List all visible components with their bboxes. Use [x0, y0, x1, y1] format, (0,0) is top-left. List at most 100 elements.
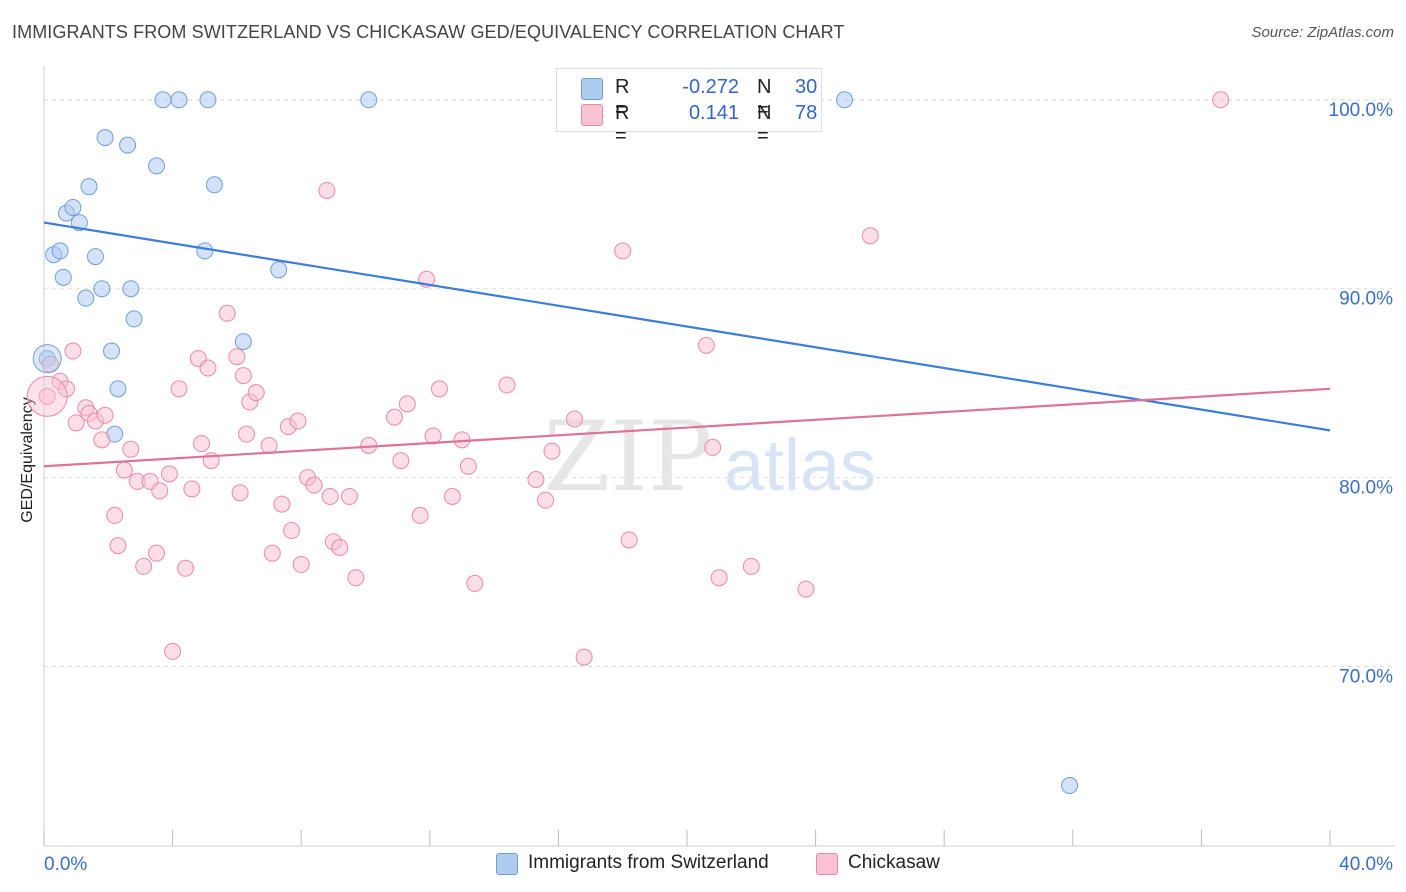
source-credit: Source: ZipAtlas.com	[1251, 24, 1394, 41]
chickasaw-point	[115, 461, 133, 479]
switzerland-point	[125, 310, 143, 328]
legend-r-value-switzerland: -0.272	[682, 76, 739, 98]
chickasaw-point	[861, 227, 879, 245]
chickasaw-point	[218, 304, 236, 322]
chickasaw-point	[247, 384, 265, 402]
switzerland-point	[205, 176, 223, 194]
chart-title: IMMIGRANTS FROM SWITZERLAND VS CHICKASAW…	[12, 22, 845, 42]
data-points	[26, 91, 1230, 795]
chickasaw-point	[620, 531, 638, 549]
chickasaw-point	[234, 367, 252, 385]
watermark: ZIP atlas	[543, 401, 876, 513]
switzerland-point	[148, 157, 166, 175]
chickasaw-point	[704, 438, 722, 456]
switzerland-cluster-point	[32, 344, 62, 374]
switzerland-point	[64, 198, 82, 216]
chickasaw-point	[565, 410, 583, 428]
chickasaw-point	[575, 648, 593, 666]
chickasaw-point	[193, 435, 211, 453]
chickasaw-point	[64, 342, 82, 360]
chickasaw-point	[742, 557, 760, 575]
chickasaw-point	[238, 425, 256, 443]
x-tick-label-max: 40.0%	[1339, 854, 1393, 875]
chickasaw-point	[228, 348, 246, 366]
chickasaw-point	[305, 476, 323, 494]
switzerland-point	[196, 242, 214, 260]
chickasaw-point	[67, 414, 85, 432]
bottom-legend-label-chickasaw: Chickasaw	[848, 852, 940, 873]
legend-n-label: N =	[757, 76, 772, 121]
chickasaw-point	[537, 491, 555, 509]
chickasaw-point	[289, 412, 307, 430]
y-tick-label: 80.0%	[1339, 478, 1393, 499]
bottom-legend-swatch-chickasaw	[816, 853, 838, 875]
chickasaw-point	[170, 380, 188, 398]
chickasaw-point	[96, 406, 114, 424]
chickasaw-point	[331, 539, 349, 557]
switzerland-point	[119, 136, 137, 154]
chickasaw-cluster-point	[26, 375, 68, 417]
x-tick-labels: 0.0% 40.0%	[44, 854, 1393, 875]
switzerland-point	[360, 91, 378, 109]
chickasaw-point	[109, 537, 127, 555]
legend-n-value-chickasaw: 78	[795, 102, 818, 124]
x-tick-label-min: 0.0%	[44, 854, 87, 875]
chickasaw-point	[392, 452, 410, 470]
switzerland-point	[270, 261, 288, 279]
legend-r-value-chickasaw: 0.141	[688, 102, 739, 124]
switzerland-point	[109, 380, 127, 398]
switzerland-point	[836, 91, 854, 109]
chickasaw-point	[614, 242, 632, 260]
switzerland-point	[80, 178, 98, 196]
axes	[43, 66, 1395, 847]
chickasaw-point	[164, 642, 182, 660]
chickasaw-point	[1212, 91, 1230, 109]
chickasaw-point	[151, 482, 169, 500]
switzerland-point	[1061, 777, 1079, 795]
y-tick-label: 90.0%	[1339, 289, 1393, 310]
chickasaw-point	[148, 544, 166, 562]
legend-swatch-chickasaw	[581, 104, 603, 126]
switzerland-point	[103, 342, 121, 360]
chickasaw-point	[321, 488, 339, 506]
correlation-legend: R = -0.272 N = 30 R = 0.141 N = 78	[556, 68, 822, 147]
bottom-legend-swatch-switzerland	[496, 853, 518, 875]
chickasaw-trend-line	[43, 387, 1331, 468]
switzerland-point	[54, 268, 72, 286]
chickasaw-point	[398, 395, 416, 413]
legend-r-label: R =	[615, 76, 630, 121]
chickasaw-point	[710, 569, 728, 587]
legend-r-label: R =	[615, 102, 630, 147]
chickasaw-point	[466, 574, 484, 592]
chickasaw-point	[106, 506, 124, 524]
chickasaw-point	[135, 557, 153, 575]
chickasaw-point	[176, 559, 194, 577]
legend-n-label: N =	[757, 102, 772, 147]
chickasaw-point	[273, 495, 291, 513]
chickasaw-point	[411, 506, 429, 524]
chickasaw-point	[430, 380, 448, 398]
chickasaw-point	[58, 380, 76, 398]
switzerland-point	[51, 242, 69, 260]
switzerland-point	[96, 129, 114, 147]
chickasaw-point	[292, 556, 310, 574]
switzerland-point	[154, 91, 172, 109]
chickasaw-point	[199, 359, 217, 377]
switzerland-point	[77, 289, 95, 307]
chickasaw-point	[697, 336, 715, 354]
switzerland-point	[199, 91, 217, 109]
chickasaw-point	[543, 442, 561, 460]
chickasaw-point	[93, 431, 111, 449]
chickasaw-point	[797, 580, 815, 598]
chickasaw-point	[183, 480, 201, 498]
chickasaw-point	[38, 387, 56, 405]
switzerland-point	[234, 333, 252, 351]
legend-n-value-switzerland: 30	[795, 76, 818, 98]
chickasaw-point	[318, 181, 336, 199]
chickasaw-point	[283, 522, 301, 540]
y-tick-label: 100.0%	[1329, 100, 1394, 121]
chickasaw-point	[231, 484, 249, 502]
switzerland-point	[86, 248, 104, 266]
chickasaw-point	[347, 569, 365, 587]
